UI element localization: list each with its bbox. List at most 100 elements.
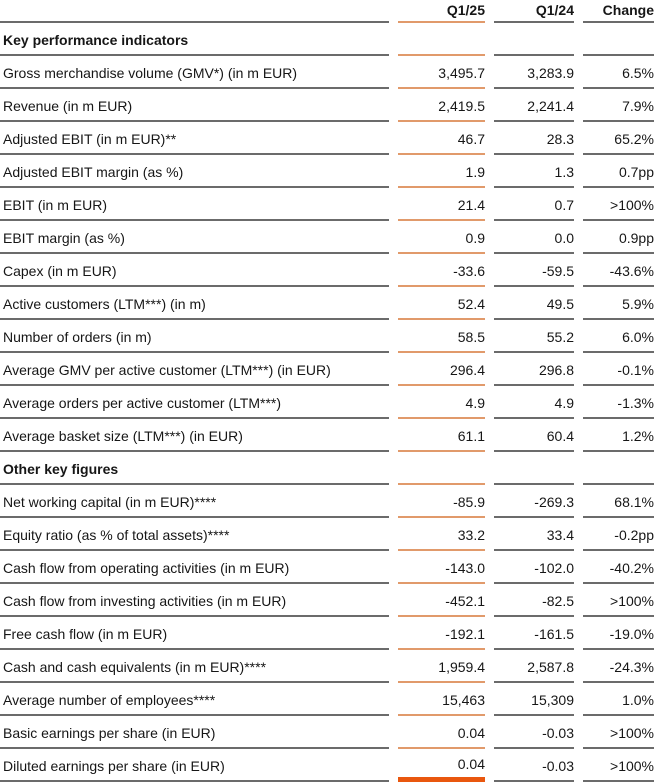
column-header-metric — [0, 0, 389, 23]
table-row: Free cash flow (in m EUR) -192.1 -161.5 … — [0, 617, 654, 650]
table-row: Basic earnings per share (in EUR) 0.04 -… — [0, 716, 654, 749]
value-change: 6.0% — [583, 320, 654, 353]
metric-label: Equity ratio (as % of total assets)**** — [0, 518, 389, 551]
value-q124: 49.5 — [494, 287, 574, 320]
section-spacer-change — [583, 23, 654, 56]
section-spacer-q125 — [398, 452, 485, 485]
value-q125: 1.9 — [398, 155, 485, 188]
metric-label: Net working capital (in m EUR)**** — [0, 485, 389, 518]
table-row: Cash and cash equivalents (in m EUR)****… — [0, 650, 654, 683]
column-header-change: Change — [583, 0, 654, 23]
metric-label: Adjusted EBIT margin (as %) — [0, 155, 389, 188]
metric-label: Active customers (LTM***) (in m) — [0, 287, 389, 320]
value-q125: -143.0 — [398, 551, 485, 584]
metric-label: Cash and cash equivalents (in m EUR)**** — [0, 650, 389, 683]
table-row: Active customers (LTM***) (in m) 52.4 49… — [0, 287, 654, 320]
section-spacer-q124 — [494, 23, 574, 56]
metric-label: Revenue (in m EUR) — [0, 89, 389, 122]
value-q125: 46.7 — [398, 122, 485, 155]
metric-label: Adjusted EBIT (in m EUR)** — [0, 122, 389, 155]
value-q124: 3,283.9 — [494, 56, 574, 89]
section-spacer-q125 — [398, 23, 485, 56]
value-change: -1.3% — [583, 386, 654, 419]
value-change: -19.0% — [583, 617, 654, 650]
metric-label: Free cash flow (in m EUR) — [0, 617, 389, 650]
value-change: -43.6% — [583, 254, 654, 287]
table-row: Cash flow from operating activities (in … — [0, 551, 654, 584]
value-q125: 15,463 — [398, 683, 485, 716]
table-row: Diluted earnings per share (in EUR) 0.04… — [0, 749, 654, 782]
table-row: Number of orders (in m) 58.5 55.2 6.0% — [0, 320, 654, 353]
value-q124: 33.4 — [494, 518, 574, 551]
table-row: Gross merchandise volume (GMV*) (in m EU… — [0, 56, 654, 89]
section-header-row: Key performance indicators — [0, 23, 654, 56]
value-change: >100% — [583, 188, 654, 221]
table-row: Equity ratio (as % of total assets)**** … — [0, 518, 654, 551]
value-q125: 33.2 — [398, 518, 485, 551]
value-change: 7.9% — [583, 89, 654, 122]
table-row: Adjusted EBIT margin (as %) 1.9 1.3 0.7p… — [0, 155, 654, 188]
value-change: >100% — [583, 749, 654, 782]
table-row: Revenue (in m EUR) 2,419.5 2,241.4 7.9% — [0, 89, 654, 122]
metric-label: Average basket size (LTM***) (in EUR) — [0, 419, 389, 452]
metric-label: EBIT margin (as %) — [0, 221, 389, 254]
value-q124: -82.5 — [494, 584, 574, 617]
table-row: Net working capital (in m EUR)**** -85.9… — [0, 485, 654, 518]
metric-label: Capex (in m EUR) — [0, 254, 389, 287]
section-title: Key performance indicators — [0, 23, 389, 56]
metric-label: EBIT (in m EUR) — [0, 188, 389, 221]
table-row: Average GMV per active customer (LTM***)… — [0, 353, 654, 386]
metric-label: Basic earnings per share (in EUR) — [0, 716, 389, 749]
value-q125: -33.6 — [398, 254, 485, 287]
value-q124: -59.5 — [494, 254, 574, 287]
value-q124: 1.3 — [494, 155, 574, 188]
table-body: Key performance indicators Gross merchan… — [0, 23, 654, 782]
section-header-row: Other key figures — [0, 452, 654, 485]
value-q125: 21.4 — [398, 188, 485, 221]
section-title: Other key figures — [0, 452, 389, 485]
value-change: 0.9pp — [583, 221, 654, 254]
value-change: 0.7pp — [583, 155, 654, 188]
value-change: 6.5% — [583, 56, 654, 89]
value-q124: 296.8 — [494, 353, 574, 386]
value-q125: 1,959.4 — [398, 650, 485, 683]
value-q124: -102.0 — [494, 551, 574, 584]
value-q124: -0.03 — [494, 716, 574, 749]
value-q124: -161.5 — [494, 617, 574, 650]
value-q125: 0.9 — [398, 221, 485, 254]
value-change: -0.2pp — [583, 518, 654, 551]
section-spacer-q124 — [494, 452, 574, 485]
metric-label: Cash flow from operating activities (in … — [0, 551, 389, 584]
value-change: 5.9% — [583, 287, 654, 320]
value-change: -0.1% — [583, 353, 654, 386]
value-q124: 28.3 — [494, 122, 574, 155]
table-row: Average number of employees**** 15,463 1… — [0, 683, 654, 716]
value-q124: 2,241.4 — [494, 89, 574, 122]
value-q124: 4.9 — [494, 386, 574, 419]
value-q125: 296.4 — [398, 353, 485, 386]
value-q125: -85.9 — [398, 485, 485, 518]
value-q124: 0.0 — [494, 221, 574, 254]
section-spacer-change — [583, 452, 654, 485]
value-q124: 55.2 — [494, 320, 574, 353]
value-change: -40.2% — [583, 551, 654, 584]
metric-label: Average number of employees**** — [0, 683, 389, 716]
value-change: >100% — [583, 716, 654, 749]
value-change: 1.2% — [583, 419, 654, 452]
value-q125: 4.9 — [398, 386, 485, 419]
metric-label: Cash flow from investing activities (in … — [0, 584, 389, 617]
metric-label: Number of orders (in m) — [0, 320, 389, 353]
value-q125: 0.04 — [398, 716, 485, 749]
table-row: Adjusted EBIT (in m EUR)** 46.7 28.3 65.… — [0, 122, 654, 155]
value-change: -24.3% — [583, 650, 654, 683]
table-row: Average basket size (LTM***) (in EUR) 61… — [0, 419, 654, 452]
value-change: >100% — [583, 584, 654, 617]
value-q125: 3,495.7 — [398, 56, 485, 89]
value-q124: 60.4 — [494, 419, 574, 452]
value-q125: 52.4 — [398, 287, 485, 320]
value-q125: -192.1 — [398, 617, 485, 650]
value-change: 68.1% — [583, 485, 654, 518]
column-header-q125: Q1/25 — [398, 0, 485, 23]
table-row: EBIT margin (as %) 0.9 0.0 0.9pp — [0, 221, 654, 254]
